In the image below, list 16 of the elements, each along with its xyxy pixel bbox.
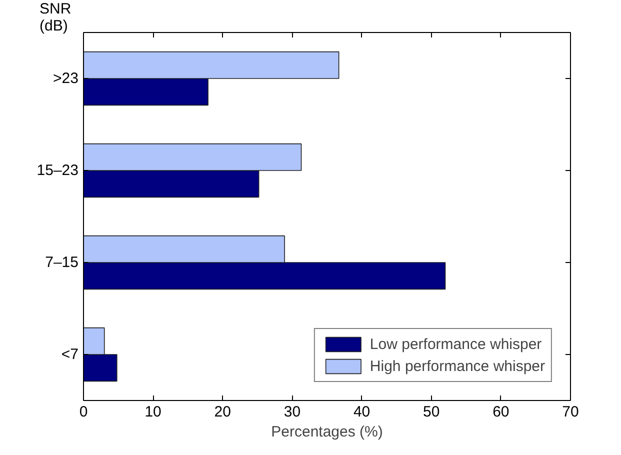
y-tick-label: 15–23: [36, 162, 79, 179]
legend-label: High performance whisper: [370, 358, 545, 374]
y-tick-label: <7: [61, 346, 79, 363]
x-tick-label: 60: [492, 404, 510, 420]
x-axis-title: Percentages (%): [271, 424, 383, 440]
x-tick-label: 50: [423, 404, 440, 420]
x-tick-label: 20: [214, 404, 231, 420]
x-tick-label: 40: [353, 404, 370, 420]
y-tick-label: 7–15: [45, 254, 79, 271]
x-tick-label: 10: [144, 404, 162, 420]
x-tick-label: 0: [79, 404, 88, 420]
y-axis-title: SNR (dB): [40, 0, 72, 34]
x-tick-label: 30: [284, 404, 301, 420]
legend-label: Low performance whisper: [370, 336, 542, 352]
y-tick-label: >23: [53, 70, 79, 87]
x-tick-label: 70: [562, 404, 579, 420]
